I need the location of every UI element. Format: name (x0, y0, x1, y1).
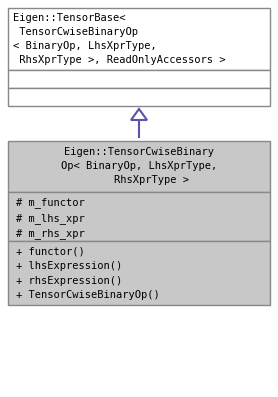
Bar (8, 141, 270, 192)
Bar (8, 241, 270, 305)
Bar (8, 192, 270, 241)
Bar (8, 88, 270, 106)
Text: Eigen::TensorCwiseBinary
Op< BinaryOp, LhsXprType,
    RhsXprType >: Eigen::TensorCwiseBinary Op< BinaryOp, L… (61, 147, 217, 185)
Bar (8, 70, 270, 88)
Text: + functor()
+ lhsExpression()
+ rhsExpression()
+ TensorCwiseBinaryOp(): + functor() + lhsExpression() + rhsExpre… (16, 246, 160, 301)
Polygon shape (131, 109, 147, 120)
Text: # m_functor
# m_lhs_xpr
# m_rhs_xpr: # m_functor # m_lhs_xpr # m_rhs_xpr (16, 197, 85, 239)
Bar (8, 8, 270, 70)
Text: Eigen::TensorBase<
 TensorCwiseBinaryOp
< BinaryOp, LhsXprType,
 RhsXprType >, R: Eigen::TensorBase< TensorCwiseBinaryOp <… (13, 13, 225, 65)
